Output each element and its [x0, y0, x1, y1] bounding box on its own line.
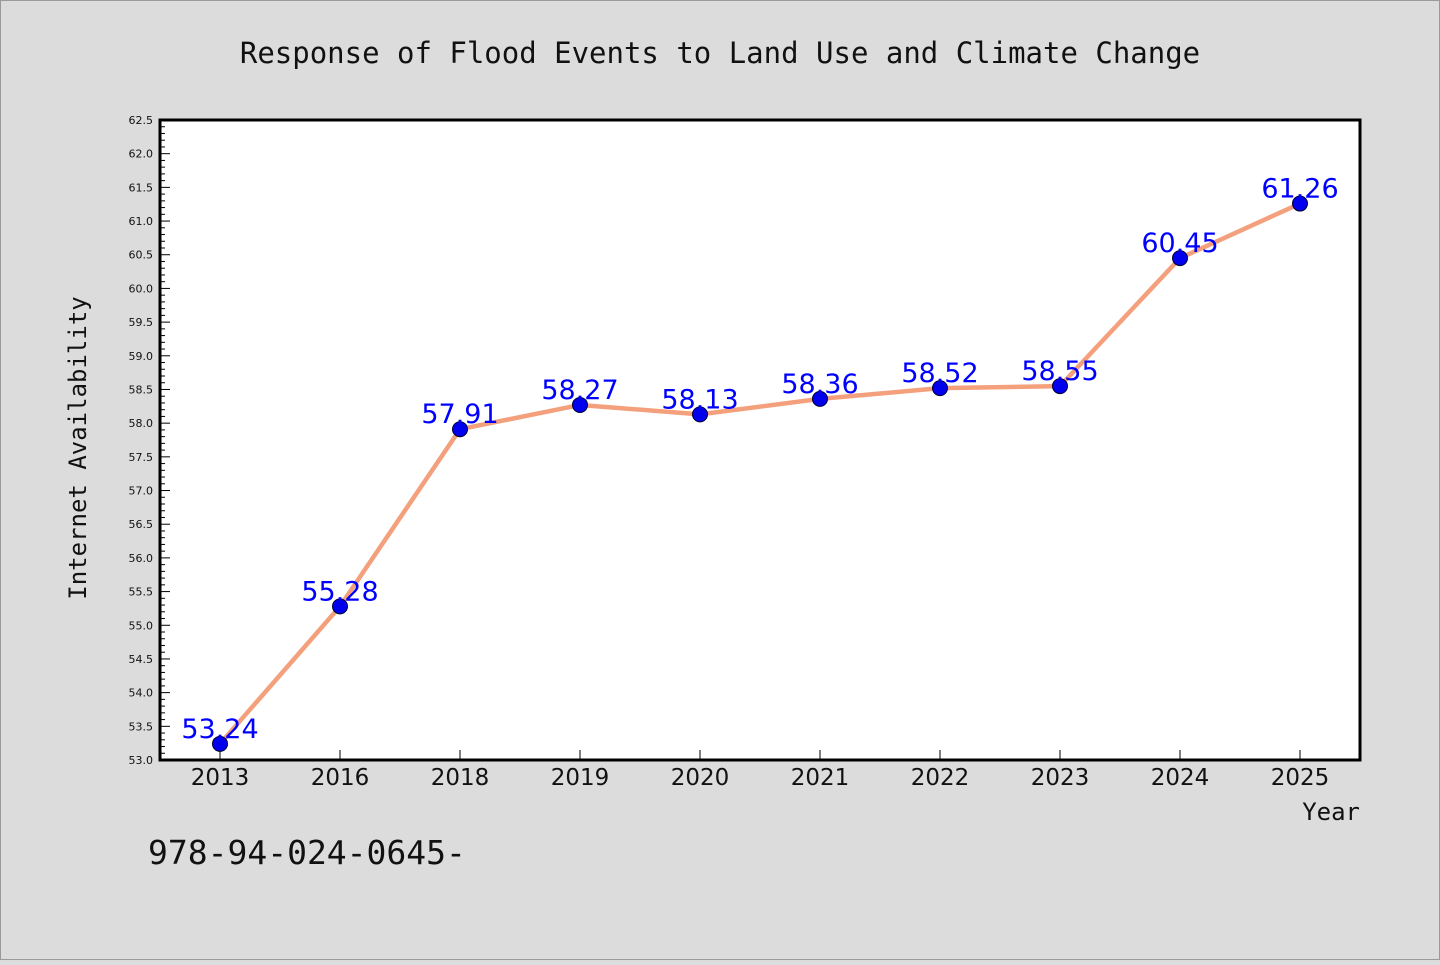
- data-point-marker: [452, 421, 468, 438]
- y-tick-label: 59.5: [129, 316, 154, 329]
- data-point-marker: [1292, 195, 1308, 212]
- data-label: 60.45: [1141, 228, 1218, 259]
- series-line: [217, 201, 1303, 747]
- data-point-marker: [1052, 378, 1068, 395]
- y-tick-label: 61.5: [129, 181, 154, 194]
- data-label: 58.55: [1021, 356, 1098, 387]
- data-point-marker: [572, 396, 588, 413]
- data-label: 61.26: [1261, 174, 1338, 205]
- y-tick-label: 56.5: [129, 518, 154, 531]
- x-tick-label: 2020: [671, 765, 730, 791]
- x-tick-label: 2022: [911, 765, 970, 791]
- x-tick-label: 2019: [551, 765, 610, 791]
- series-line-group: 53.24 55.28 57.91 58.27 58.13 58.36 58.52 58.55…: [181, 174, 1339, 752]
- x-tick-label: 2013: [191, 765, 250, 791]
- y-tick-label: 55.0: [129, 619, 154, 632]
- data-label: 58.36: [781, 369, 858, 400]
- data-point-marker: [332, 598, 348, 615]
- y-tick-label: 62.0: [129, 148, 154, 161]
- y-tick-label: 60.0: [129, 282, 154, 295]
- y-tick-label: 59.0: [129, 350, 154, 363]
- y-tick-label: 62.5: [129, 114, 154, 127]
- data-label: 55.28: [301, 576, 378, 607]
- y-tick-label: 57.0: [129, 485, 154, 498]
- y-tick-label: 54.5: [129, 653, 154, 666]
- data-label: 58.27: [541, 375, 618, 406]
- isbn-text: 978-94-024-0645-: [148, 833, 466, 872]
- data-label: 57.91: [421, 399, 498, 430]
- y-tick-label: 53.5: [129, 720, 154, 733]
- x-tick-label: 2023: [1031, 765, 1090, 791]
- y-tick-label: 58.5: [129, 383, 154, 396]
- x-tick-label: 2024: [1151, 765, 1210, 791]
- y-axis-label: Internet Availability: [64, 296, 92, 599]
- y-tick-label: 57.5: [129, 451, 154, 464]
- y-tick-label: 54.0: [129, 687, 154, 700]
- data-point-marker: [812, 390, 828, 407]
- x-tick-label: 2016: [311, 765, 370, 791]
- y-tick-label: 60.5: [129, 249, 154, 262]
- data-point-marker: [692, 406, 708, 423]
- y-tick-label: 58.0: [129, 417, 154, 430]
- y-axis: 53.0 53.5 54.0 54.5 55.0 55.5 56.0 56.5 57.0 57.5…: [129, 114, 170, 767]
- data-label: 58.13: [661, 384, 738, 415]
- x-tick-label: 2021: [791, 765, 850, 791]
- data-label: 58.52: [901, 358, 978, 389]
- chart-title: Response of Flood Events to Land Use and…: [240, 36, 1200, 70]
- plot-area: [158, 118, 1362, 762]
- y-tick-label: 53.0: [129, 754, 154, 767]
- data-label: 53.24: [181, 714, 258, 745]
- y-tick-label: 56.0: [129, 552, 154, 565]
- x-tick-label: 2025: [1271, 765, 1330, 791]
- data-point-marker: [932, 380, 948, 397]
- y-tick-label: 61.0: [129, 215, 154, 228]
- data-point-marker: [212, 735, 228, 752]
- y-tick-label: 55.5: [129, 586, 154, 599]
- x-axis-label: Year: [1302, 798, 1360, 826]
- x-tick-label: 2018: [431, 765, 490, 791]
- x-axis: 2013 2016 2018 2019 2020 2021 2022 2023 2024 2025: [191, 750, 1330, 791]
- data-point-marker: [1172, 250, 1188, 267]
